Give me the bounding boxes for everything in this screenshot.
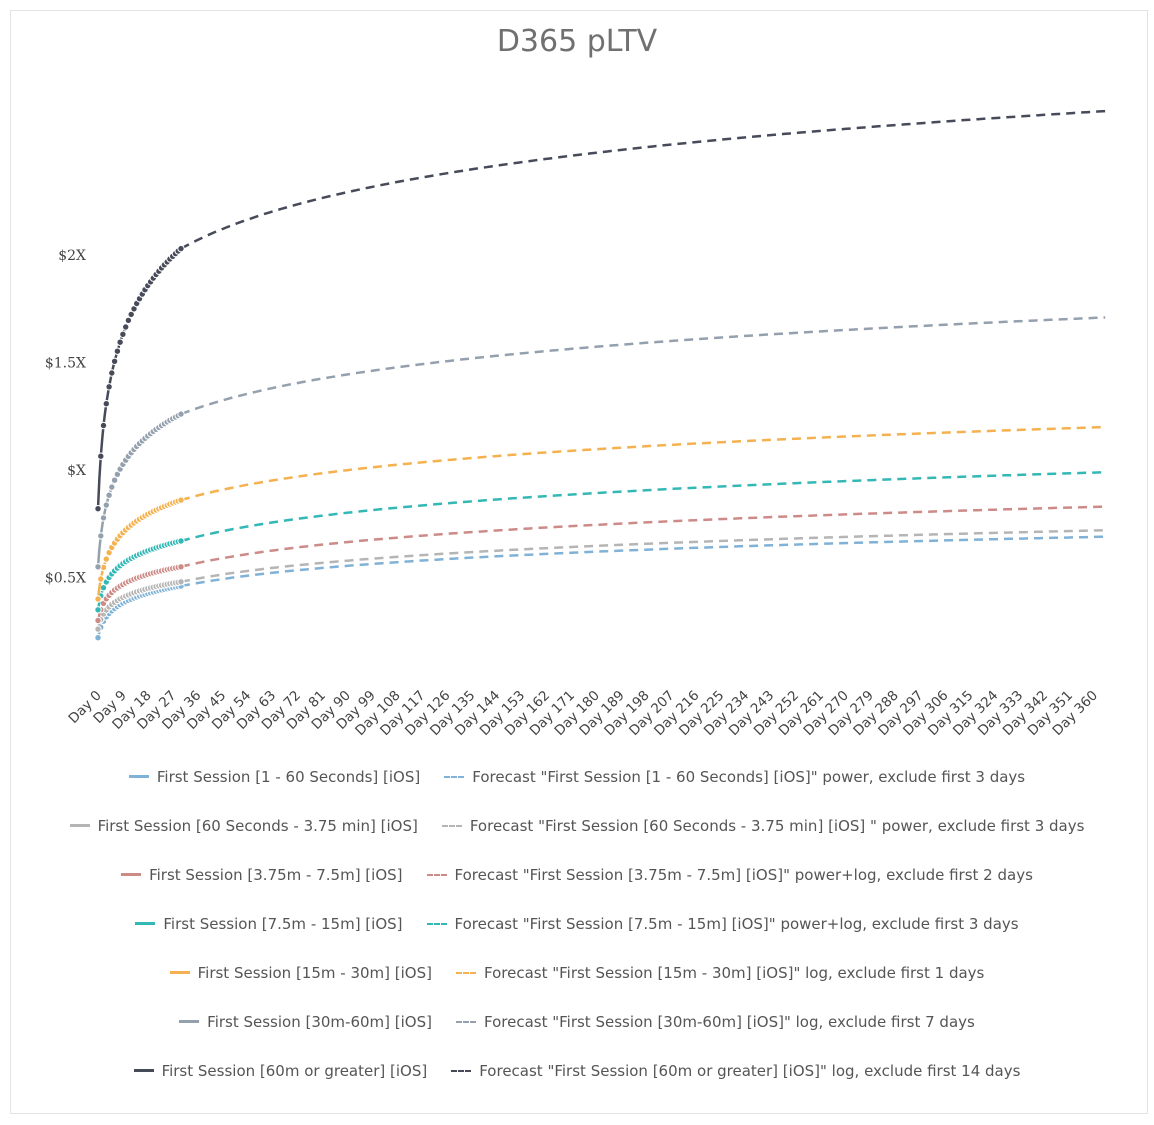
legend-swatch: [69, 824, 90, 827]
data-point-5-4[interactable]: [105, 491, 113, 499]
forecast-line-6: [180, 109, 1106, 250]
legend-swatch: [169, 971, 190, 974]
legend-item-actual[interactable]: First Session [60m or greater] [iOS]: [133, 1061, 428, 1080]
data-point-6-2[interactable]: [99, 421, 108, 430]
y-tick-label: $2X: [58, 248, 86, 264]
legend-label: Forecast "First Session [30m-60m] [iOS]"…: [483, 1012, 975, 1031]
legend-label: Forecast "First Session [15m - 30m] [iOS…: [483, 963, 985, 982]
data-point-4-3[interactable]: [102, 555, 111, 563]
forecast-line-1: [180, 529, 1106, 584]
data-point-4-1[interactable]: [97, 575, 105, 583]
data-point-5-0[interactable]: [94, 563, 102, 571]
legend-item-forecast[interactable]: Forecast "First Session [60m or greater]…: [451, 1062, 1020, 1080]
legend-item-actual[interactable]: First Session [30m-60m] [iOS]: [179, 1013, 432, 1031]
legend-label: Forecast "First Session [60 Seconds - 3.…: [469, 816, 1085, 835]
legend-item-forecast[interactable]: Forecast "First Session [3.75m - 7.5m] […: [426, 865, 1033, 884]
legend-item-actual[interactable]: First Session [15m - 30m] [iOS]: [169, 963, 432, 982]
data-point-6-5[interactable]: [108, 369, 116, 377]
legend-item-actual[interactable]: First Session [60 Seconds - 3.75 min] [i…: [69, 816, 418, 835]
legend-row: First Session [1 - 60 Seconds] [iOS] Fore…: [0, 752, 1154, 801]
forecast-line-3: [180, 470, 1106, 543]
legend-row: First Session [7.5m - 15m] [iOS] Forecast…: [0, 899, 1154, 948]
legend-swatch: [426, 873, 447, 876]
data-point-3-30[interactable]: [177, 537, 185, 545]
forecast-line-5: [180, 316, 1106, 416]
legend-swatch: [444, 775, 465, 778]
legend-item-forecast[interactable]: Forecast "First Session [7.5m - 15m] [iO…: [426, 914, 1019, 933]
legend: First Session [1 - 60 Seconds] [iOS] Fore…: [0, 752, 1154, 1095]
legend-row: First Session [15m - 30m] [iOS] Forecast …: [0, 948, 1154, 997]
legend-item-actual[interactable]: First Session [7.5m - 15m] [iOS]: [135, 914, 403, 933]
data-point-6-7[interactable]: [113, 347, 122, 355]
data-point-6-30[interactable]: [177, 244, 185, 253]
legend-item-forecast[interactable]: Forecast "First Session [30m-60m] [iOS]"…: [455, 1012, 975, 1031]
data-point-5-2[interactable]: [99, 514, 108, 522]
data-point-3-0[interactable]: [94, 606, 102, 614]
legend-item-forecast[interactable]: Forecast "First Session [15m - 30m] [iOS…: [455, 963, 985, 982]
data-point-2-30[interactable]: [177, 563, 185, 571]
data-point-5-3[interactable]: [102, 501, 111, 509]
legend-swatch: [455, 971, 476, 974]
data-point-6-6[interactable]: [110, 357, 119, 365]
data-point-6-1[interactable]: [97, 452, 105, 460]
forecast-line-4: [180, 425, 1106, 502]
legend-swatch: [121, 873, 142, 876]
legend-swatch: [455, 1020, 476, 1023]
legend-item-actual[interactable]: First Session [1 - 60 Seconds] [iOS]: [128, 767, 421, 786]
legend-row: First Session [60m or greater] [iOS] Fore…: [0, 1046, 1154, 1095]
y-tick-label: $1.5X: [45, 356, 86, 372]
data-point-2-0[interactable]: [94, 616, 102, 625]
legend-item-actual[interactable]: First Session [3.75m - 7.5m] [iOS]: [121, 865, 403, 884]
forecast-line-0: [180, 535, 1106, 588]
legend-label: Forecast "First Session [7.5m - 15m] [iO…: [454, 914, 1019, 933]
data-point-6-8[interactable]: [116, 338, 124, 346]
legend-label: First Session [60m or greater] [iOS]: [161, 1061, 428, 1080]
series-line-6: [96, 247, 182, 509]
legend-row: First Session [60 Seconds - 3.75 min] [i…: [0, 801, 1154, 850]
legend-swatch: [135, 922, 156, 925]
legend-label: First Session [1 - 60 Seconds] [iOS]: [156, 767, 421, 786]
data-point-6-10[interactable]: [122, 323, 130, 331]
legend-label: First Session [60 Seconds - 3.75 min] [i…: [97, 816, 418, 835]
legend-label: First Session [3.75m - 7.5m] [iOS]: [149, 865, 403, 884]
legend-row: First Session [3.75m - 7.5m] [iOS] Foreca…: [0, 850, 1154, 899]
data-point-6-0[interactable]: [94, 505, 102, 513]
data-point-6-9[interactable]: [119, 330, 127, 338]
legend-label: Forecast "First Session [3.75m - 7.5m] […: [454, 865, 1033, 884]
chart-title: D365 pLTV: [496, 24, 658, 59]
data-point-6-4[interactable]: [105, 383, 113, 391]
data-point-5-30[interactable]: [177, 410, 185, 418]
legend-item-forecast[interactable]: Forecast "First Session [60 Seconds - 3.…: [441, 816, 1085, 835]
data-point-5-6[interactable]: [110, 476, 119, 484]
legend-swatch: [133, 1069, 154, 1072]
legend-swatch: [451, 1069, 472, 1072]
legend-label: First Session [15m - 30m] [iOS]: [197, 963, 432, 982]
y-tick-label: $X: [67, 463, 86, 479]
y-tick-label: $0.5X: [45, 571, 86, 587]
legend-swatch: [179, 1020, 200, 1023]
legend-label: Forecast "First Session [60m or greater]…: [479, 1061, 1021, 1080]
legend-label: Forecast "First Session [1 - 60 Seconds]…: [472, 767, 1026, 786]
data-point-6-11[interactable]: [124, 316, 133, 325]
data-point-0-0[interactable]: [94, 634, 102, 642]
legend-swatch: [426, 922, 447, 925]
legend-row: First Session [30m-60m] [iOS] Forecast "F…: [0, 997, 1154, 1046]
legend-label: First Session [30m-60m] [iOS]: [207, 1012, 432, 1031]
legend-swatch: [441, 824, 462, 827]
legend-item-forecast[interactable]: Forecast "First Session [1 - 60 Seconds]…: [444, 768, 1025, 786]
forecast-line-2: [180, 505, 1106, 569]
legend-swatch: [128, 775, 149, 778]
legend-label: First Session [7.5m - 15m] [iOS]: [163, 914, 403, 933]
data-point-1-30[interactable]: [177, 578, 185, 586]
data-point-6-3[interactable]: [102, 400, 111, 408]
data-point-4-0[interactable]: [94, 595, 102, 603]
data-point-5-1[interactable]: [97, 532, 105, 540]
data-point-5-5[interactable]: [108, 483, 116, 491]
data-point-1-0[interactable]: [94, 625, 102, 633]
data-point-4-30[interactable]: [177, 496, 185, 504]
